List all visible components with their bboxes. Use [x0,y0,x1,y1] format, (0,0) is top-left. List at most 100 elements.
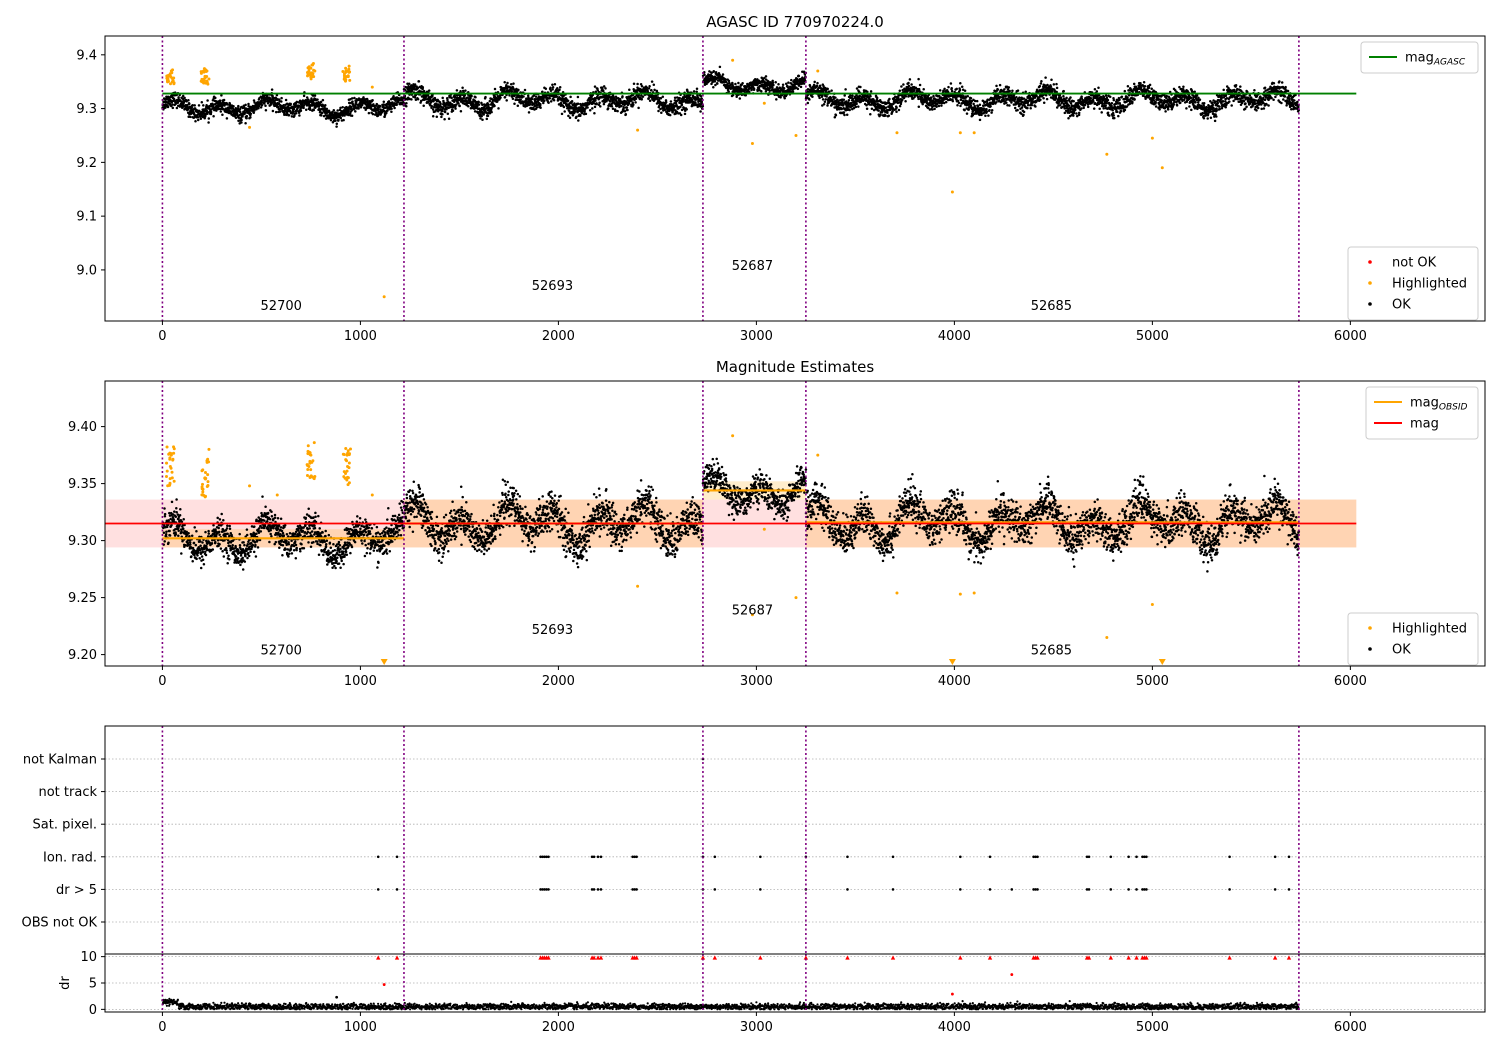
ok-point [818,84,822,88]
ok-point [419,99,423,103]
ok-point [209,112,213,116]
ok-point [390,107,393,110]
ok-point [199,117,203,120]
ok-point [305,96,309,99]
ok-point [534,95,538,98]
ok-point [240,118,243,122]
ok-point [918,83,922,87]
ok-point [576,102,580,106]
ok-point [624,113,628,116]
ok-point [1005,101,1008,104]
ok-point [1022,110,1026,114]
ok-point [937,104,941,108]
ok-point [818,96,821,100]
ok-point [575,115,578,119]
ok-point [938,89,942,92]
ok-point [959,81,962,85]
ok-point [1139,81,1142,85]
ok-point [931,108,934,111]
ok-point [683,112,687,116]
ok-point [849,94,852,97]
ok-point [390,110,393,113]
ok-point [1106,111,1110,114]
ok-point [378,104,382,108]
ok-point [576,95,580,99]
ok-point [610,104,614,108]
ok-point [566,99,570,102]
ok-point [1069,96,1072,99]
ok-point [240,121,243,124]
ok-point [1067,104,1071,108]
ok-point [1075,112,1078,115]
ok-point [447,106,450,110]
ok-point [277,105,280,109]
ok-point [1098,107,1101,111]
ok-point [951,99,955,103]
ok-point [1100,111,1103,114]
ok-point [350,109,354,112]
ok-point [416,86,420,90]
ok-point [458,104,461,108]
ok-point [741,82,744,85]
ok-point [1050,78,1053,81]
ok-point [405,104,408,108]
ok-point [280,96,283,100]
ok-point [197,104,201,107]
ok-point [1142,80,1146,84]
ok-point [960,85,964,89]
ok-point [628,88,631,92]
ok-point [339,106,342,110]
ok-point [1065,99,1069,103]
ok-point [481,103,484,106]
ok-point [648,84,651,88]
ok-point [699,110,702,113]
ok-point [190,106,194,110]
ok-point [999,96,1003,99]
ok-point [902,83,905,86]
ok-point [969,97,973,100]
ok-point [1082,106,1085,110]
ok-point [517,88,520,92]
ok-point [821,98,825,101]
ok-point [984,114,987,118]
ok-point [1042,96,1045,100]
ok-point [499,96,502,99]
ok-point [1062,89,1065,93]
ok-point [508,94,511,97]
ok-point [1039,98,1042,101]
ok-point [543,99,546,102]
ok-point [844,88,847,91]
ok-point [963,89,967,93]
ok-point [270,88,274,91]
ok-point [593,85,597,88]
ok-point [265,93,269,97]
ok-point [625,106,629,109]
ok-point [208,104,211,108]
ok-point [470,94,473,98]
ok-point [1115,110,1119,113]
ok-point [188,102,191,106]
ok-point [405,102,408,105]
ok-point [332,109,336,112]
ok-point [244,103,247,107]
ok-point [305,103,309,107]
ok-point [1022,97,1026,100]
ok-point [1097,86,1100,90]
ok-point [1016,108,1019,112]
ok-point [917,105,921,108]
ok-point [464,89,467,92]
ok-point [990,108,994,112]
ok-point [680,103,684,107]
ok-point [877,109,880,112]
ok-point [311,94,315,97]
ok-point [275,93,279,97]
ok-point [304,108,308,111]
ok-point [441,107,445,110]
ok-point [186,103,189,107]
ok-point [382,103,385,106]
ok-point [441,109,444,112]
ok-point [421,85,425,89]
ok-point [787,81,790,84]
ok-point [225,117,229,120]
ok-point [806,101,810,105]
